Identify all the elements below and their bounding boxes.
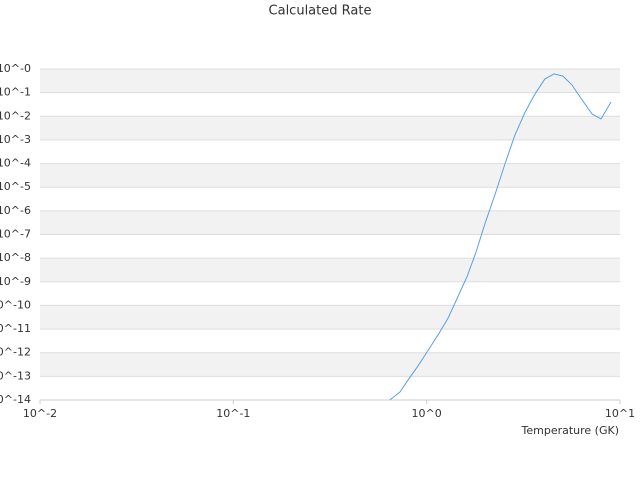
grid-band: [40, 234, 620, 259]
y-tick-label: 10^-5: [0, 180, 31, 193]
x-axis-label: Temperature (GK): [521, 424, 620, 437]
y-tick-label: 10^-14: [0, 393, 31, 406]
grid-band: [40, 187, 620, 211]
grid-band: [40, 258, 620, 282]
y-tick-label: 10^-10: [0, 298, 31, 311]
grid-band: [40, 329, 620, 353]
grid-band: [40, 139, 620, 164]
grid-band: [40, 352, 620, 377]
y-tick-label: 10^-12: [0, 346, 31, 359]
grid-band: [40, 376, 620, 400]
grid-band: [40, 305, 620, 330]
grid-band: [40, 210, 620, 235]
chart-title: Calculated Rate: [269, 4, 372, 19]
y-tick-label: 10^-4: [0, 157, 31, 170]
data-line: [389, 73, 612, 401]
x-tick-label: 10^-1: [216, 407, 250, 420]
x-tick-label: 10^1: [605, 407, 635, 420]
x-tick-label: 10^0: [412, 407, 442, 420]
y-tick-label: 10^-7: [0, 228, 31, 241]
y-tick-label: 10^-1: [0, 86, 31, 99]
grid-band: [40, 69, 620, 93]
grid-band: [40, 116, 620, 140]
y-tick-label: 10^-9: [0, 275, 31, 288]
grid-band: [40, 92, 620, 117]
y-tick-label: 10^-6: [0, 204, 31, 217]
grid-band: [40, 281, 620, 306]
y-tick-label: 10^-0: [0, 62, 31, 75]
y-tick-label: 10^-2: [0, 109, 31, 122]
y-tick-label: 10^-3: [0, 133, 31, 146]
y-tick-label: 10^-13: [0, 369, 31, 382]
background: [40, 69, 620, 400]
y-tick-label: 10^-11: [0, 322, 31, 335]
y-tick-label: 10^-8: [0, 251, 31, 264]
grid-band: [40, 163, 620, 188]
x-tick-label: 10^-2: [23, 407, 57, 420]
